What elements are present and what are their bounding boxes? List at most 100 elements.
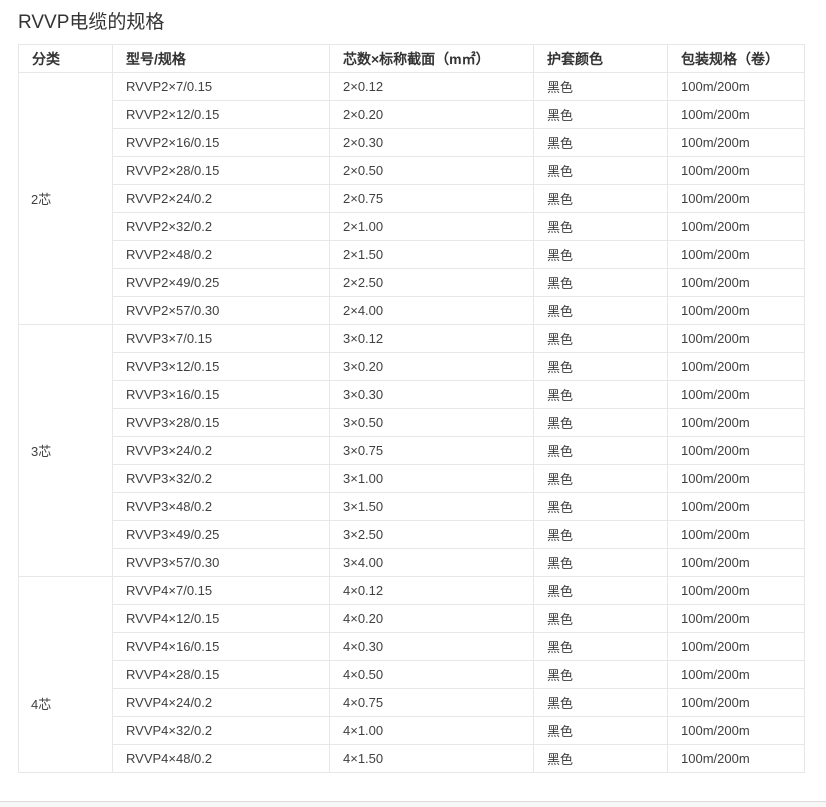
table-row: RVVP2×24/0.2 2×0.75 黑色 100m/200m	[19, 184, 805, 213]
sheath-color-cell: 黑色	[533, 688, 668, 717]
core-section-cell: 2×1.50	[329, 240, 534, 269]
model-spec-cell: RVVP3×16/0.15	[112, 380, 330, 409]
core-section-cell: 3×4.00	[329, 548, 534, 577]
table-row: RVVP4×12/0.15 4×0.20 黑色 100m/200m	[19, 604, 805, 633]
sheath-color-cell: 黑色	[533, 296, 668, 325]
table-row: RVVP3×12/0.15 3×0.20 黑色 100m/200m	[19, 352, 805, 381]
packaging-cell: 100m/200m	[667, 100, 805, 129]
core-section-cell: 4×0.20	[329, 604, 534, 633]
sheath-color-cell: 黑色	[533, 520, 668, 549]
sheath-color-cell: 黑色	[533, 380, 668, 409]
table-row: RVVP3×28/0.15 3×0.50 黑色 100m/200m	[19, 408, 805, 437]
model-spec-cell: RVVP4×32/0.2	[112, 716, 330, 745]
table-row: RVVP4×48/0.2 4×1.50 黑色 100m/200m	[19, 744, 805, 773]
sheath-color-cell: 黑色	[533, 184, 668, 213]
packaging-cell: 100m/200m	[667, 240, 805, 269]
table-row: 2芯 RVVP2×7/0.15 2×0.12 黑色 100m/200m	[18, 72, 805, 325]
sheath-color-cell: 黑色	[533, 212, 668, 241]
core-section-cell: 4×0.12	[329, 576, 534, 605]
model-spec-cell: RVVP3×12/0.15	[112, 352, 330, 381]
sheath-color-cell: 黑色	[533, 604, 668, 633]
sheath-color-cell: 黑色	[533, 100, 668, 129]
header-model-spec: 型号/规格	[112, 44, 330, 73]
table-row: RVVP2×16/0.15 2×0.30 黑色 100m/200m	[19, 128, 805, 157]
packaging-cell: 100m/200m	[667, 212, 805, 241]
sheath-color-cell: 黑色	[533, 408, 668, 437]
core-section-cell: 4×0.30	[329, 632, 534, 661]
model-spec-cell: RVVP3×57/0.30	[112, 548, 330, 577]
table-row: RVVP2×28/0.15 2×0.50 黑色 100m/200m	[19, 156, 805, 185]
sheath-color-cell: 黑色	[533, 632, 668, 661]
model-spec-cell: RVVP4×24/0.2	[112, 688, 330, 717]
model-spec-cell: RVVP2×49/0.25	[112, 268, 330, 297]
sheath-color-cell: 黑色	[533, 268, 668, 297]
table-row: RVVP2×32/0.2 2×1.00 黑色 100m/200m	[19, 212, 805, 241]
sheath-color-cell: 黑色	[533, 464, 668, 493]
packaging-cell: 100m/200m	[667, 632, 805, 661]
table-row: RVVP4×32/0.2 4×1.00 黑色 100m/200m	[19, 716, 805, 745]
core-section-cell: 2×0.12	[329, 72, 534, 101]
table-row: RVVP3×49/0.25 3×2.50 黑色 100m/200m	[19, 520, 805, 549]
table-row: RVVP3×24/0.2 3×0.75 黑色 100m/200m	[19, 436, 805, 465]
header-packaging: 包装规格（卷）	[667, 44, 805, 73]
sheath-color-cell: 黑色	[533, 72, 668, 101]
table-row: RVVP2×49/0.25 2×2.50 黑色 100m/200m	[19, 268, 805, 297]
core-section-cell: 3×1.00	[329, 464, 534, 493]
model-spec-cell: RVVP2×48/0.2	[112, 240, 330, 269]
model-spec-cell: RVVP3×32/0.2	[112, 464, 330, 493]
packaging-cell: 100m/200m	[667, 464, 805, 493]
model-spec-cell: RVVP2×28/0.15	[112, 156, 330, 185]
core-section-cell: 3×0.75	[329, 436, 534, 465]
model-spec-cell: RVVP3×49/0.25	[112, 520, 330, 549]
cable-spec-table: 分类 型号/规格 芯数×标称截面（m㎡） 护套颜色 包装规格（卷） 2芯 RVVP…	[18, 44, 805, 773]
model-spec-cell: RVVP3×28/0.15	[112, 408, 330, 437]
packaging-cell: 100m/200m	[667, 688, 805, 717]
table-row: RVVP3×57/0.30 3×4.00 黑色 100m/200m	[19, 548, 805, 577]
page-title: RVVP电缆的规格	[18, 12, 165, 33]
core-section-cell: 2×2.50	[329, 268, 534, 297]
category-label: 2芯	[31, 192, 52, 207]
table-row: RVVP2×57/0.30 2×4.00 黑色 100m/200m	[19, 296, 805, 325]
category-label: 3芯	[31, 444, 52, 459]
table-row: 3芯 RVVP3×7/0.15 3×0.12 黑色 100m/200m	[18, 324, 805, 577]
model-spec-cell: RVVP3×7/0.15	[112, 324, 330, 353]
model-spec-cell: RVVP4×16/0.15	[112, 632, 330, 661]
sheath-color-cell: 黑色	[533, 436, 668, 465]
sheath-color-cell: 黑色	[533, 324, 668, 353]
packaging-cell: 100m/200m	[667, 72, 805, 101]
model-spec-cell: RVVP4×7/0.15	[112, 576, 330, 605]
table-row: RVVP3×32/0.2 3×1.00 黑色 100m/200m	[19, 464, 805, 493]
core-section-cell: 3×0.20	[329, 352, 534, 381]
model-spec-cell: RVVP2×7/0.15	[112, 72, 330, 101]
core-section-cell: 3×0.30	[329, 380, 534, 409]
packaging-cell: 100m/200m	[667, 128, 805, 157]
packaging-cell: 100m/200m	[667, 716, 805, 745]
category-cell: 3芯	[18, 324, 113, 577]
packaging-cell: 100m/200m	[667, 324, 805, 353]
core-section-cell: 4×1.50	[329, 744, 534, 773]
header-core-section: 芯数×标称截面（m㎡）	[329, 44, 534, 73]
table-row: RVVP4×24/0.2 4×0.75 黑色 100m/200m	[19, 688, 805, 717]
sheath-color-cell: 黑色	[533, 576, 668, 605]
model-spec-cell: RVVP2×12/0.15	[112, 100, 330, 129]
sheath-color-cell: 黑色	[533, 548, 668, 577]
table-row: 4芯 RVVP4×7/0.15 4×0.12 黑色 100m/200m	[18, 576, 805, 773]
packaging-cell: 100m/200m	[667, 492, 805, 521]
packaging-cell: 100m/200m	[667, 296, 805, 325]
model-spec-cell: RVVP3×48/0.2	[112, 492, 330, 521]
model-spec-cell: RVVP2×16/0.15	[112, 128, 330, 157]
model-spec-cell: RVVP4×48/0.2	[112, 744, 330, 773]
table-body: 2芯 RVVP2×7/0.15 2×0.12 黑色 100m/200m RVVP2×12/…	[18, 72, 805, 773]
core-section-cell: 3×1.50	[329, 492, 534, 521]
sheath-color-cell: 黑色	[533, 128, 668, 157]
table-row: RVVP2×12/0.15 2×0.20 黑色 100m/200m	[19, 100, 805, 129]
packaging-cell: 100m/200m	[667, 604, 805, 633]
core-section-cell: 3×0.50	[329, 408, 534, 437]
core-section-cell: 2×0.20	[329, 100, 534, 129]
model-spec-cell: RVVP4×28/0.15	[112, 660, 330, 689]
table-row: RVVP3×48/0.2 3×1.50 黑色 100m/200m	[19, 492, 805, 521]
model-spec-cell: RVVP4×12/0.15	[112, 604, 330, 633]
model-spec-cell: RVVP3×24/0.2	[112, 436, 330, 465]
packaging-cell: 100m/200m	[667, 156, 805, 185]
sheath-color-cell: 黑色	[533, 352, 668, 381]
